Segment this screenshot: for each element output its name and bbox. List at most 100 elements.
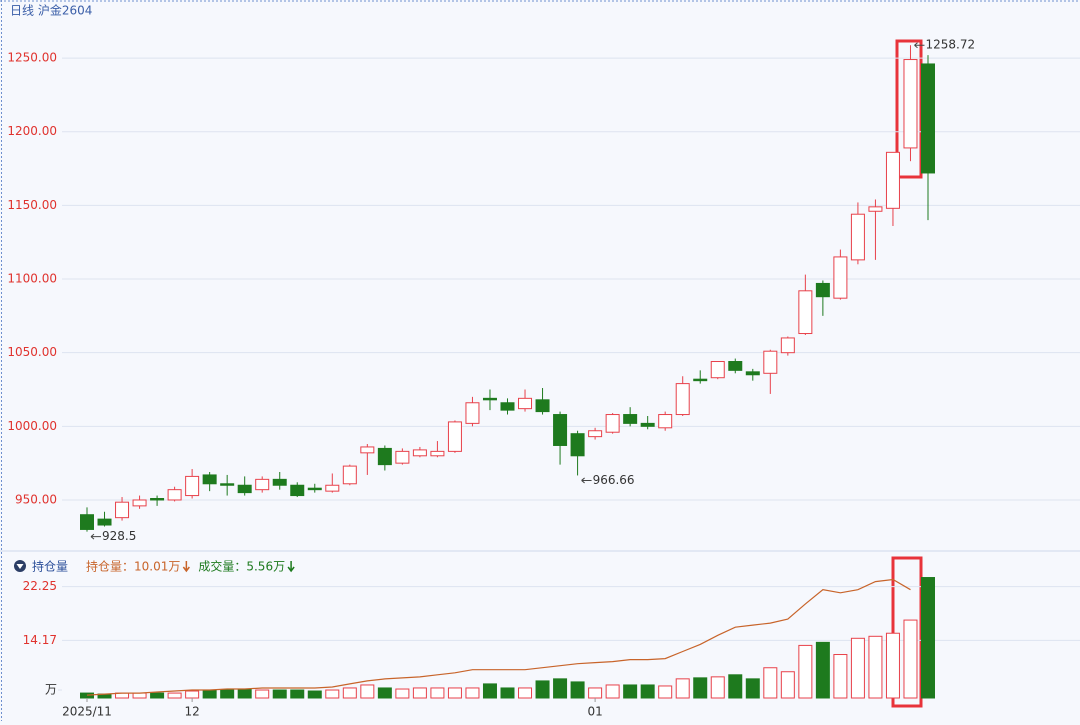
y-tick-label: 1150.00 xyxy=(7,198,57,212)
open-interest-line xyxy=(86,578,911,696)
candle-body xyxy=(693,378,708,382)
volume-bar xyxy=(710,676,725,699)
x-tick-label: 12 xyxy=(184,705,199,719)
candle-body xyxy=(903,59,918,149)
candle-body xyxy=(500,402,515,411)
candle-body xyxy=(675,383,690,416)
volume-bar xyxy=(921,577,935,699)
volume-bar xyxy=(447,687,462,699)
candle-body xyxy=(623,414,638,424)
volume-bar xyxy=(535,680,550,699)
x-tick-label: 01 xyxy=(587,705,602,719)
y-tick-label: 14.17 xyxy=(23,633,57,647)
candle-body xyxy=(447,421,462,452)
candle-body xyxy=(237,484,252,494)
candle-body xyxy=(220,483,235,486)
candle-body xyxy=(728,361,743,371)
volume-bar xyxy=(798,644,813,699)
volume-bar xyxy=(465,687,480,699)
legend-entry: 成交量：5.56万 xyxy=(198,559,285,574)
candle-body xyxy=(465,402,480,424)
volume-bar xyxy=(167,692,182,699)
volume-bar xyxy=(290,689,305,699)
volume-bar xyxy=(342,687,357,699)
candle-body xyxy=(553,414,568,446)
volume-bar xyxy=(553,678,568,699)
candle-body xyxy=(868,206,883,212)
volume-bar xyxy=(745,678,760,699)
volume-bar xyxy=(360,684,375,699)
candle-body xyxy=(185,475,200,497)
volume-bar xyxy=(272,689,287,699)
annotation: 966.66 xyxy=(593,473,635,487)
candle-body xyxy=(430,450,445,457)
y-tick-label: 1100.00 xyxy=(7,272,57,286)
volume-bar xyxy=(588,687,603,699)
candle-body xyxy=(412,449,427,457)
y-tick-label: 1050.00 xyxy=(7,345,57,359)
y-tick-label: 1000.00 xyxy=(7,419,57,433)
candle-body xyxy=(570,433,585,457)
candle-body xyxy=(377,447,392,466)
x-tick-label: 2025/11 xyxy=(62,705,112,719)
volume-bar xyxy=(80,692,94,699)
volume-bar xyxy=(868,635,883,699)
candle-body xyxy=(482,397,497,401)
volume-bar xyxy=(693,677,708,699)
candle-body xyxy=(115,501,130,519)
annotation: 1258.72 xyxy=(925,38,975,52)
candle-body xyxy=(658,414,673,429)
volume-bar xyxy=(202,689,217,699)
candle-body xyxy=(588,430,603,438)
volume-bar xyxy=(763,667,778,699)
volume-bar xyxy=(500,687,515,699)
volume-title[interactable]: 持仓量 xyxy=(32,559,68,574)
candle-body xyxy=(535,399,550,413)
candle-body xyxy=(763,350,778,374)
volume-bar xyxy=(430,687,445,699)
volume-bar xyxy=(132,692,147,699)
annotation-arrow xyxy=(914,42,925,49)
candle-body xyxy=(360,446,375,454)
candle-body xyxy=(815,282,830,298)
candle-body xyxy=(202,474,217,485)
volume-bar xyxy=(885,632,900,699)
candle-body xyxy=(710,361,725,379)
volume-bar xyxy=(640,684,655,699)
volume-bar xyxy=(377,687,392,699)
candle-body xyxy=(325,484,340,492)
volume-bar xyxy=(728,674,743,699)
volume-bar xyxy=(658,685,673,699)
volume-bar xyxy=(605,684,620,699)
candle-body xyxy=(80,514,94,530)
y-tick-label: 1250.00 xyxy=(7,51,57,65)
volume-bar xyxy=(850,637,865,699)
volume-bar xyxy=(237,688,252,699)
y-tick-label: 22.25 xyxy=(23,579,57,593)
candle-body xyxy=(272,478,287,486)
candle-body xyxy=(132,499,147,507)
volume-bar xyxy=(780,671,795,699)
volume-bar xyxy=(255,689,270,699)
y-tick-label: 950.00 xyxy=(15,492,57,506)
candle-body xyxy=(921,63,935,174)
candle-body xyxy=(885,151,900,209)
candle-body xyxy=(395,450,410,464)
candle-body xyxy=(605,414,620,433)
candle-body xyxy=(255,478,270,491)
legend-arrow xyxy=(287,561,295,573)
candle-body xyxy=(745,371,760,376)
candle-body xyxy=(290,484,305,497)
volume-bar xyxy=(325,689,340,699)
candle-body xyxy=(518,397,533,410)
volume-bar xyxy=(815,641,830,699)
candle-body xyxy=(640,422,655,427)
volume-bar xyxy=(623,684,638,699)
chart-title: 日线 沪金2604 xyxy=(10,3,92,18)
annotation-arrow xyxy=(581,477,592,484)
annotation: 928.5 xyxy=(102,529,136,543)
volume-bar xyxy=(150,692,165,699)
volume-bar xyxy=(570,681,585,699)
